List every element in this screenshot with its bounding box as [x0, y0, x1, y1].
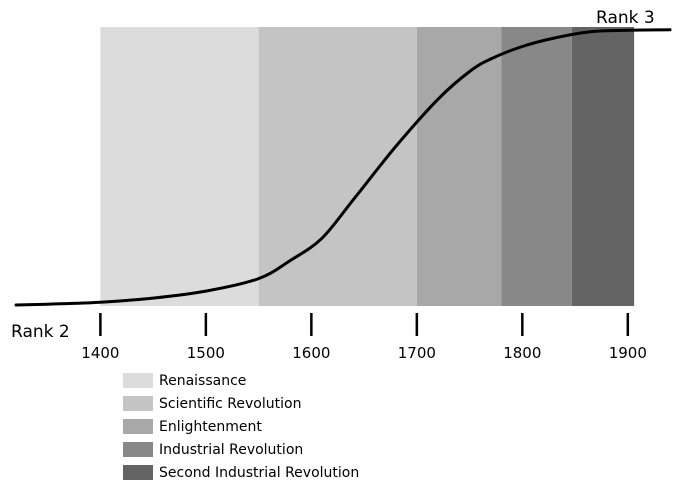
period-band-3 — [501, 27, 572, 306]
legend-label-0: Renaissance — [159, 373, 246, 389]
period-band-2 — [416, 27, 502, 306]
legend-label-2: Enlightenment — [159, 419, 262, 435]
x-tick-label-1800: 1800 — [503, 344, 541, 362]
legend-swatch-3 — [123, 442, 153, 457]
x-tick-label-1900: 1900 — [609, 344, 647, 362]
legend-swatch-4 — [123, 465, 153, 480]
legend: Renaissance Scientific Revolution Enlighte… — [123, 373, 359, 481]
series-line — [14, 28, 672, 307]
x-tick-label-1400: 1400 — [81, 344, 119, 362]
legend-label-4: Second Industrial Revolution — [159, 465, 359, 481]
start-label: Rank 2 — [11, 322, 70, 342]
x-tick-label-1600: 1600 — [292, 344, 330, 362]
legend-swatch-1 — [123, 396, 153, 411]
x-tick-label-1500: 1500 — [187, 344, 225, 362]
x-axis-ticks: 1400 1500 1600 1700 1800 1900 — [81, 313, 647, 362]
x-tick-label-1700: 1700 — [398, 344, 436, 362]
legend-swatch-0 — [123, 373, 153, 388]
legend-label-3: Industrial Revolution — [159, 442, 303, 458]
period-band-0 — [100, 27, 259, 306]
period-band-1 — [258, 27, 417, 306]
legend-swatch-2 — [123, 419, 153, 434]
end-label: Rank 3 — [596, 8, 655, 28]
legend-label-1: Scientific Revolution — [159, 396, 301, 412]
period-bands — [100, 27, 635, 306]
period-band-4 — [571, 27, 635, 306]
